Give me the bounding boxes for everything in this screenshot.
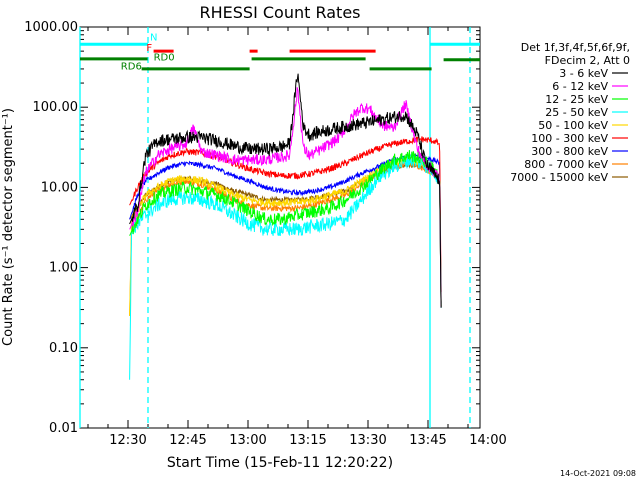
- legend-entry-label: 3 - 6 keV: [559, 67, 608, 80]
- x-tick-label: 12:30: [109, 433, 146, 448]
- series-line: [129, 87, 442, 308]
- legend-entry-label: 12 - 25 keV: [545, 93, 608, 106]
- x-tick-label: 13:15: [289, 433, 326, 448]
- y-tick-label: 1000.00: [24, 20, 78, 35]
- series-line: [129, 153, 442, 304]
- x-tick-label: 12:45: [169, 433, 206, 448]
- legend-entry-label: 100 - 300 keV: [531, 132, 608, 145]
- legend-title-line: Det 1f,3f,4f,5f,6f,9f,: [521, 41, 630, 54]
- legend-entry-label: 6 - 12 keV: [552, 80, 608, 93]
- state-bars: [80, 42, 480, 71]
- series-line: [129, 73, 442, 308]
- y-tick-label: 0.01: [49, 421, 78, 436]
- y-axis-label: Count Rate (s⁻¹ detector segment⁻¹): [1, 108, 16, 346]
- chart-title: RHESSI Count Rates: [200, 3, 361, 22]
- vertical-markers: [79, 27, 471, 428]
- axis-ticks: 12:30 12:45 13:00 13:15 13:30 13:45 14:00 0.01 0…: [24, 20, 507, 448]
- legend-entry-label: 7000 - 15000 keV: [510, 171, 608, 184]
- state-label: RD6: [121, 62, 142, 73]
- y-tick-label: 10.00: [41, 180, 78, 195]
- y-tick-label: 1.00: [49, 261, 78, 276]
- state-label: RD0: [154, 52, 175, 63]
- x-tick-label: 13:30: [349, 433, 386, 448]
- legend-title-line: FDecim 2, Att 0: [545, 54, 630, 67]
- y-tick-label: 0.10: [49, 341, 78, 356]
- state-label: F: [146, 43, 152, 54]
- plot-frame: [79, 26, 481, 429]
- series-line: [129, 154, 442, 380]
- series-line: [129, 150, 442, 307]
- footer-timestamp: 14-Oct-2021 09:08: [560, 469, 636, 478]
- x-tick-label: 13:45: [409, 433, 446, 448]
- legend-entry-label: 300 - 800 keV: [531, 145, 608, 158]
- x-tick-label: 13:00: [229, 433, 266, 448]
- legend-entry-label: 25 - 50 keV: [545, 106, 608, 119]
- x-tick-label: 14:00: [469, 433, 506, 448]
- y-tick-label: 100.00: [33, 100, 79, 115]
- x-axis-label: Start Time (15-Feb-11 12:20:22): [167, 455, 393, 471]
- series-lines: [129, 73, 442, 380]
- legend-entry-label: 800 - 7000 keV: [524, 158, 608, 171]
- legend-entry-label: 50 - 100 keV: [538, 119, 608, 132]
- state-label: N: [150, 33, 157, 44]
- legend: Det 1f,3f,4f,5f,6f,9f,FDecim 2, Att 03 -…: [510, 41, 630, 184]
- series-line: [129, 135, 442, 292]
